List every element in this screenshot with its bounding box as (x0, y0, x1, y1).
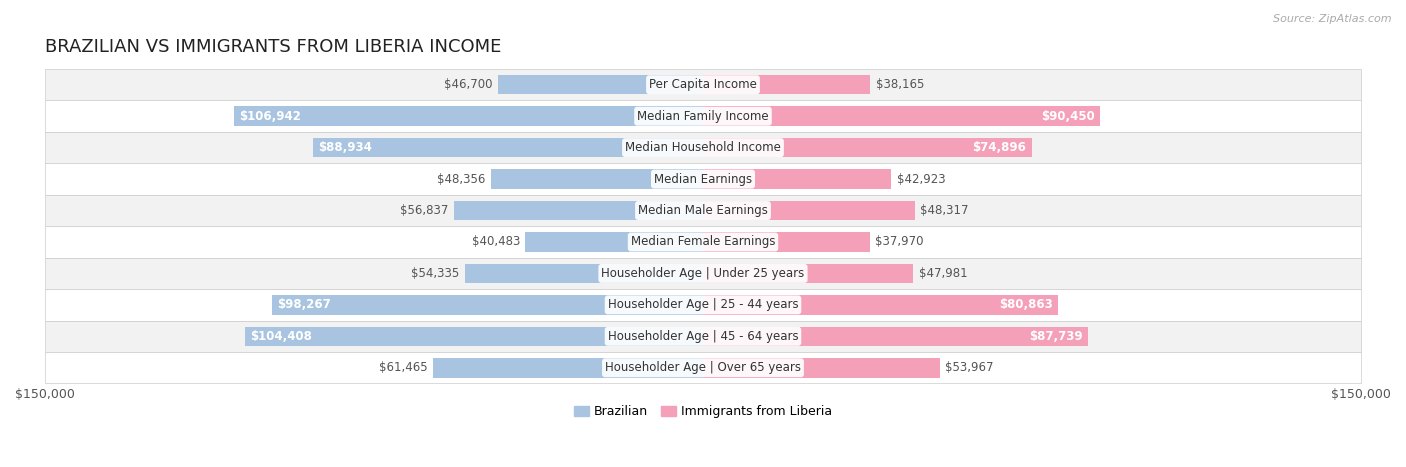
Bar (45, 163, 1361, 195)
Text: Median Earnings: Median Earnings (654, 173, 752, 185)
Bar (233, 106, 703, 126)
Text: $37,970: $37,970 (875, 235, 924, 248)
Bar (314, 138, 703, 157)
Bar (703, 264, 914, 283)
Bar (45, 289, 1361, 320)
Bar (703, 232, 869, 252)
Bar (703, 358, 939, 377)
Text: Householder Age | Over 65 years: Householder Age | Over 65 years (605, 361, 801, 374)
Bar (526, 232, 703, 252)
Bar (454, 201, 703, 220)
Text: $53,967: $53,967 (945, 361, 994, 374)
Bar (245, 326, 703, 346)
Bar (45, 100, 1361, 132)
Bar (491, 170, 703, 189)
Text: $47,981: $47,981 (918, 267, 967, 280)
Text: Median Female Earnings: Median Female Earnings (631, 235, 775, 248)
Bar (45, 69, 1361, 100)
Text: $87,739: $87,739 (1029, 330, 1083, 343)
Bar (45, 195, 1361, 226)
Text: $38,165: $38,165 (876, 78, 924, 91)
Text: $104,408: $104,408 (250, 330, 312, 343)
Bar (433, 358, 703, 377)
Text: $98,267: $98,267 (277, 298, 330, 311)
Text: $48,356: $48,356 (437, 173, 485, 185)
Text: $74,896: $74,896 (973, 141, 1026, 154)
Bar (45, 258, 1361, 289)
Text: $61,465: $61,465 (380, 361, 427, 374)
Text: $90,450: $90,450 (1040, 110, 1094, 123)
Text: $106,942: $106,942 (239, 110, 301, 123)
Bar (464, 264, 703, 283)
Legend: Brazilian, Immigrants from Liberia: Brazilian, Immigrants from Liberia (574, 405, 832, 418)
Text: $54,335: $54,335 (411, 267, 460, 280)
Bar (498, 75, 703, 94)
Bar (703, 295, 1057, 315)
Text: $56,837: $56,837 (401, 204, 449, 217)
Text: Householder Age | Under 25 years: Householder Age | Under 25 years (602, 267, 804, 280)
Text: Householder Age | 45 - 64 years: Householder Age | 45 - 64 years (607, 330, 799, 343)
Text: $40,483: $40,483 (472, 235, 520, 248)
Bar (703, 170, 891, 189)
Text: Median Household Income: Median Household Income (626, 141, 780, 154)
Text: Per Capita Income: Per Capita Income (650, 78, 756, 91)
Text: Source: ZipAtlas.com: Source: ZipAtlas.com (1274, 14, 1392, 24)
Bar (703, 106, 1099, 126)
Bar (703, 326, 1088, 346)
Bar (45, 226, 1361, 258)
Bar (703, 201, 915, 220)
Text: Householder Age | 25 - 44 years: Householder Age | 25 - 44 years (607, 298, 799, 311)
Text: $80,863: $80,863 (998, 298, 1053, 311)
Bar (45, 352, 1361, 383)
Text: $46,700: $46,700 (444, 78, 494, 91)
Text: $88,934: $88,934 (318, 141, 373, 154)
Bar (271, 295, 703, 315)
Text: BRAZILIAN VS IMMIGRANTS FROM LIBERIA INCOME: BRAZILIAN VS IMMIGRANTS FROM LIBERIA INC… (45, 38, 502, 57)
Bar (703, 75, 870, 94)
Text: $48,317: $48,317 (921, 204, 969, 217)
Bar (45, 132, 1361, 163)
Text: $42,923: $42,923 (897, 173, 945, 185)
Bar (45, 320, 1361, 352)
Bar (703, 138, 1032, 157)
Text: Median Family Income: Median Family Income (637, 110, 769, 123)
Text: Median Male Earnings: Median Male Earnings (638, 204, 768, 217)
